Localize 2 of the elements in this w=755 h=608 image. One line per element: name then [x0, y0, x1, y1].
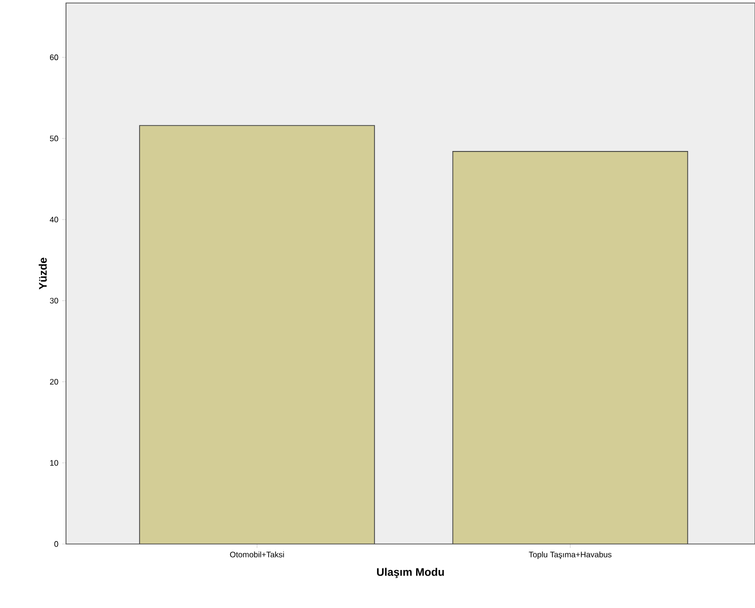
- y-axis-title: Yüzde: [38, 258, 47, 290]
- x-axis-title: Ulaşım Modu: [377, 568, 444, 578]
